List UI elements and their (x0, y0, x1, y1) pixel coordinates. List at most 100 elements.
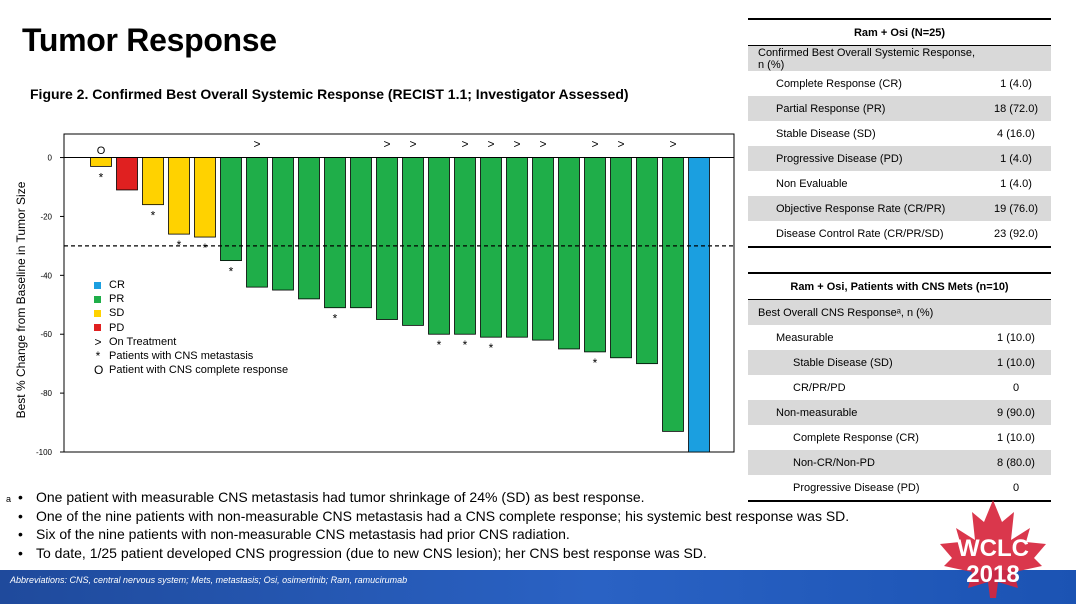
on-treatment-marker: > (539, 137, 546, 151)
bullet-list: a • One patient with measurable CNS metast… (6, 488, 978, 562)
bar-19 (558, 157, 580, 350)
on-treatment-marker: > (253, 137, 260, 151)
asterisk-icon: * (95, 348, 101, 363)
table-row: Complete Response (CR) 1 (10.0) (793, 431, 1035, 444)
maple-leaf-icon (940, 500, 1046, 598)
table1-header: Ram + Osi (N=25) (748, 18, 1051, 46)
bar-18 (532, 157, 554, 341)
table1-section: Confirmed Best Overall Systemic Response… (748, 45, 981, 71)
on-treatment-marker: > (409, 137, 416, 151)
logo-text-year: 2018 (966, 561, 1019, 588)
legend-item-cns-cr: O Patient with CNS complete response (94, 363, 289, 378)
figure-title: Figure 2. Confirmed Best Overall Systemi… (30, 86, 629, 102)
legend-swatch-pd (94, 324, 101, 332)
y-tick-label: -60 (40, 330, 52, 339)
circle-icon: O (94, 363, 104, 378)
systemic-response-table: Ram + Osi (N=25) Confirmed Best Overall … (748, 18, 1051, 248)
legend-item-cns-mets: * Patients with CNS metastasis (95, 348, 254, 363)
bar-2 (116, 157, 138, 191)
bar-7 (246, 157, 268, 288)
table-row: Progressive Disease (PD) 0 (748, 475, 1051, 502)
legend-item-pr: PR (94, 292, 288, 306)
footnote-marker: a (6, 494, 12, 504)
table-row: Progressive Disease (PD) 1 (4.0) (748, 146, 1051, 171)
list-item: • To date, 1/25 patient developed CNS pro… (18, 544, 707, 561)
cns-mets-marker: * (333, 312, 338, 326)
abbreviations-bar: Abbreviations: CNS, central nervous syst… (0, 570, 1076, 604)
cns-mets-marker: * (463, 338, 468, 352)
on-treatment-marker: > (383, 137, 390, 151)
table-row: Measurable 1 (10.0) (776, 331, 1035, 344)
legend-swatch-cr (94, 281, 101, 289)
cns-cr-marker: O (97, 145, 106, 157)
table-row: Non-measurable 9 (90.0) (748, 400, 1051, 425)
table-row: Complete Response (CR) 1 (4.0) (776, 77, 1032, 90)
legend-item-sd: SD (94, 306, 288, 320)
legend-swatch-sd (94, 309, 101, 317)
cns-mets-marker: * (99, 170, 104, 184)
on-treatment-marker: > (513, 137, 520, 151)
bar-12 (376, 157, 398, 320)
bar-24 (688, 157, 710, 453)
bar-4 (168, 157, 190, 235)
bar-16 (480, 157, 502, 338)
cns-mets-marker: * (593, 356, 598, 370)
list-item: a • One patient with measurable CNS metast… (6, 488, 978, 507)
on-treatment-marker: > (461, 137, 468, 151)
table-row: CR/PR/PD 0 (793, 381, 1020, 394)
on-treatment-marker: > (591, 137, 598, 151)
logo-text-wclc: WCLC (957, 535, 1029, 562)
table2-header: Ram + Osi, Patients with CNS Mets (n=10) (748, 272, 1051, 300)
page-title: Tumor Response (22, 22, 277, 58)
cns-mets-marker: * (203, 241, 208, 255)
abbreviations-text: Abbreviations: CNS, central nervous syst… (10, 575, 408, 585)
cns-mets-marker: * (229, 265, 234, 279)
bar-10 (324, 157, 346, 309)
cns-mets-marker: * (437, 338, 442, 352)
list-item: • Six of the nine patients with non-measu… (18, 526, 570, 542)
y-axis-label: Best % Change from Baseline in Tumor Siz… (14, 181, 28, 418)
y-tick-label: -80 (40, 389, 52, 398)
on-treatment-marker: > (617, 137, 624, 151)
bar-5 (194, 157, 216, 238)
y-tick-label: -20 (40, 212, 52, 221)
legend-item-cr: CR (94, 278, 288, 292)
y-tick-label: -100 (36, 448, 53, 457)
bar-23 (662, 157, 684, 432)
chart-legend: CR PR SD PD > On Treatment * Patients with… (94, 278, 288, 377)
bar-1 (90, 157, 112, 167)
cns-mets-marker: * (151, 209, 156, 223)
on-treatment-marker: > (487, 137, 494, 151)
legend-swatch-pr (94, 295, 101, 303)
table-row: Non-CR/Non-PD 8 (80.0) (748, 450, 1051, 475)
table-row: Disease Control Rate (CR/PR/SD) 23 (92.0) (748, 221, 1051, 248)
table-row: Non Evaluable 1 (4.0) (776, 177, 1032, 190)
chevron-right-icon: > (94, 334, 102, 349)
bar-17 (506, 157, 528, 338)
table2-section: Best Overall CNS Responseᵃ, n (%) (748, 299, 981, 325)
legend-item-pd: PD (94, 321, 288, 335)
waterfall-chart: 0-20-40-60-80-100 O*** **>*> >*>*>*> > >*> > … (14, 133, 735, 457)
table-row: Partial Response (PR) 18 (72.0) (748, 96, 1051, 121)
cns-mets-marker: * (177, 238, 182, 252)
bar-20 (584, 157, 606, 353)
list-item: • One of the nine patients with non-measu… (18, 507, 850, 524)
bar-21 (610, 157, 632, 359)
plot-frame (63, 133, 735, 453)
bar-11 (350, 157, 372, 309)
wclc-logo: WCLC 2018 (940, 500, 1046, 598)
bar-9 (298, 157, 320, 300)
table-row: Stable Disease (SD) 4 (16.0) (776, 127, 1035, 140)
y-tick-label: 0 (48, 154, 53, 163)
on-treatment-marker: > (669, 137, 676, 151)
bar-3 (142, 157, 164, 206)
cns-response-table: Ram + Osi, Patients with CNS Mets (n=10)… (748, 272, 1051, 502)
cns-mets-marker: * (489, 341, 494, 355)
bar-13 (402, 157, 424, 326)
table-row: Stable Disease (SD) 1 (10.0) (748, 350, 1051, 375)
bar-6 (220, 157, 242, 262)
table-row: Objective Response Rate (CR/PR) 19 (76.0) (748, 196, 1051, 221)
bar-8 (272, 157, 294, 291)
bar-22 (636, 157, 658, 365)
legend-item-on-treatment: > On Treatment (94, 334, 177, 349)
